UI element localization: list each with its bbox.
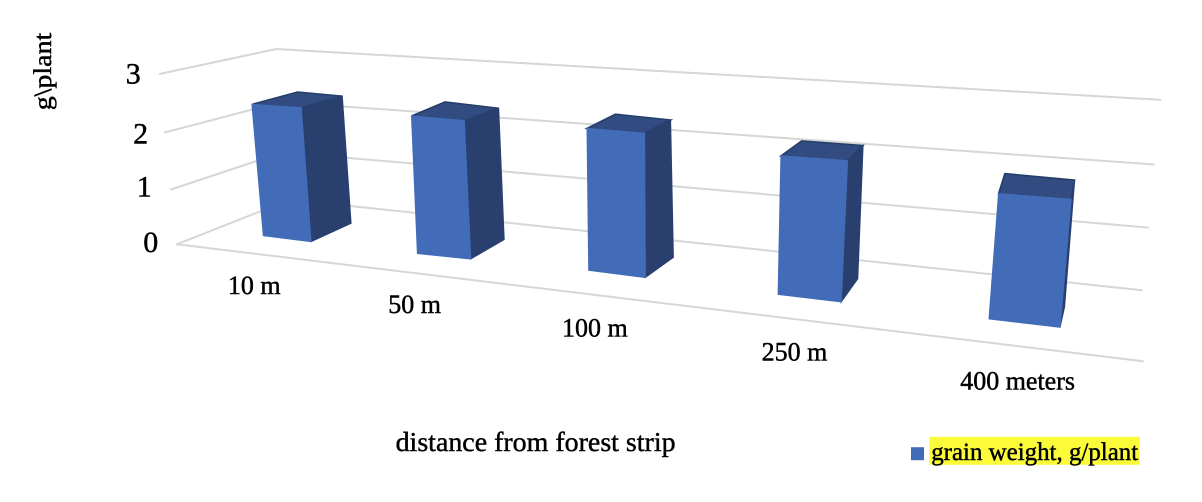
svg-text:3: 3 [126,58,141,91]
svg-text:0: 0 [143,226,158,259]
svg-text:50 m: 50 m [388,290,441,319]
svg-text:g\plant: g\plant [30,33,57,111]
svg-text:grain weight, g/plant: grain weight, g/plant [931,439,1138,466]
svg-text:distance from forest strip: distance from forest strip [396,427,676,457]
svg-text:10 m: 10 m [228,271,281,300]
svg-text:400 meters: 400 meters [960,366,1075,395]
svg-text:100 m: 100 m [562,313,628,342]
svg-text:2: 2 [133,118,148,151]
svg-text:1: 1 [137,171,152,204]
svg-text:250 m: 250 m [762,337,828,366]
